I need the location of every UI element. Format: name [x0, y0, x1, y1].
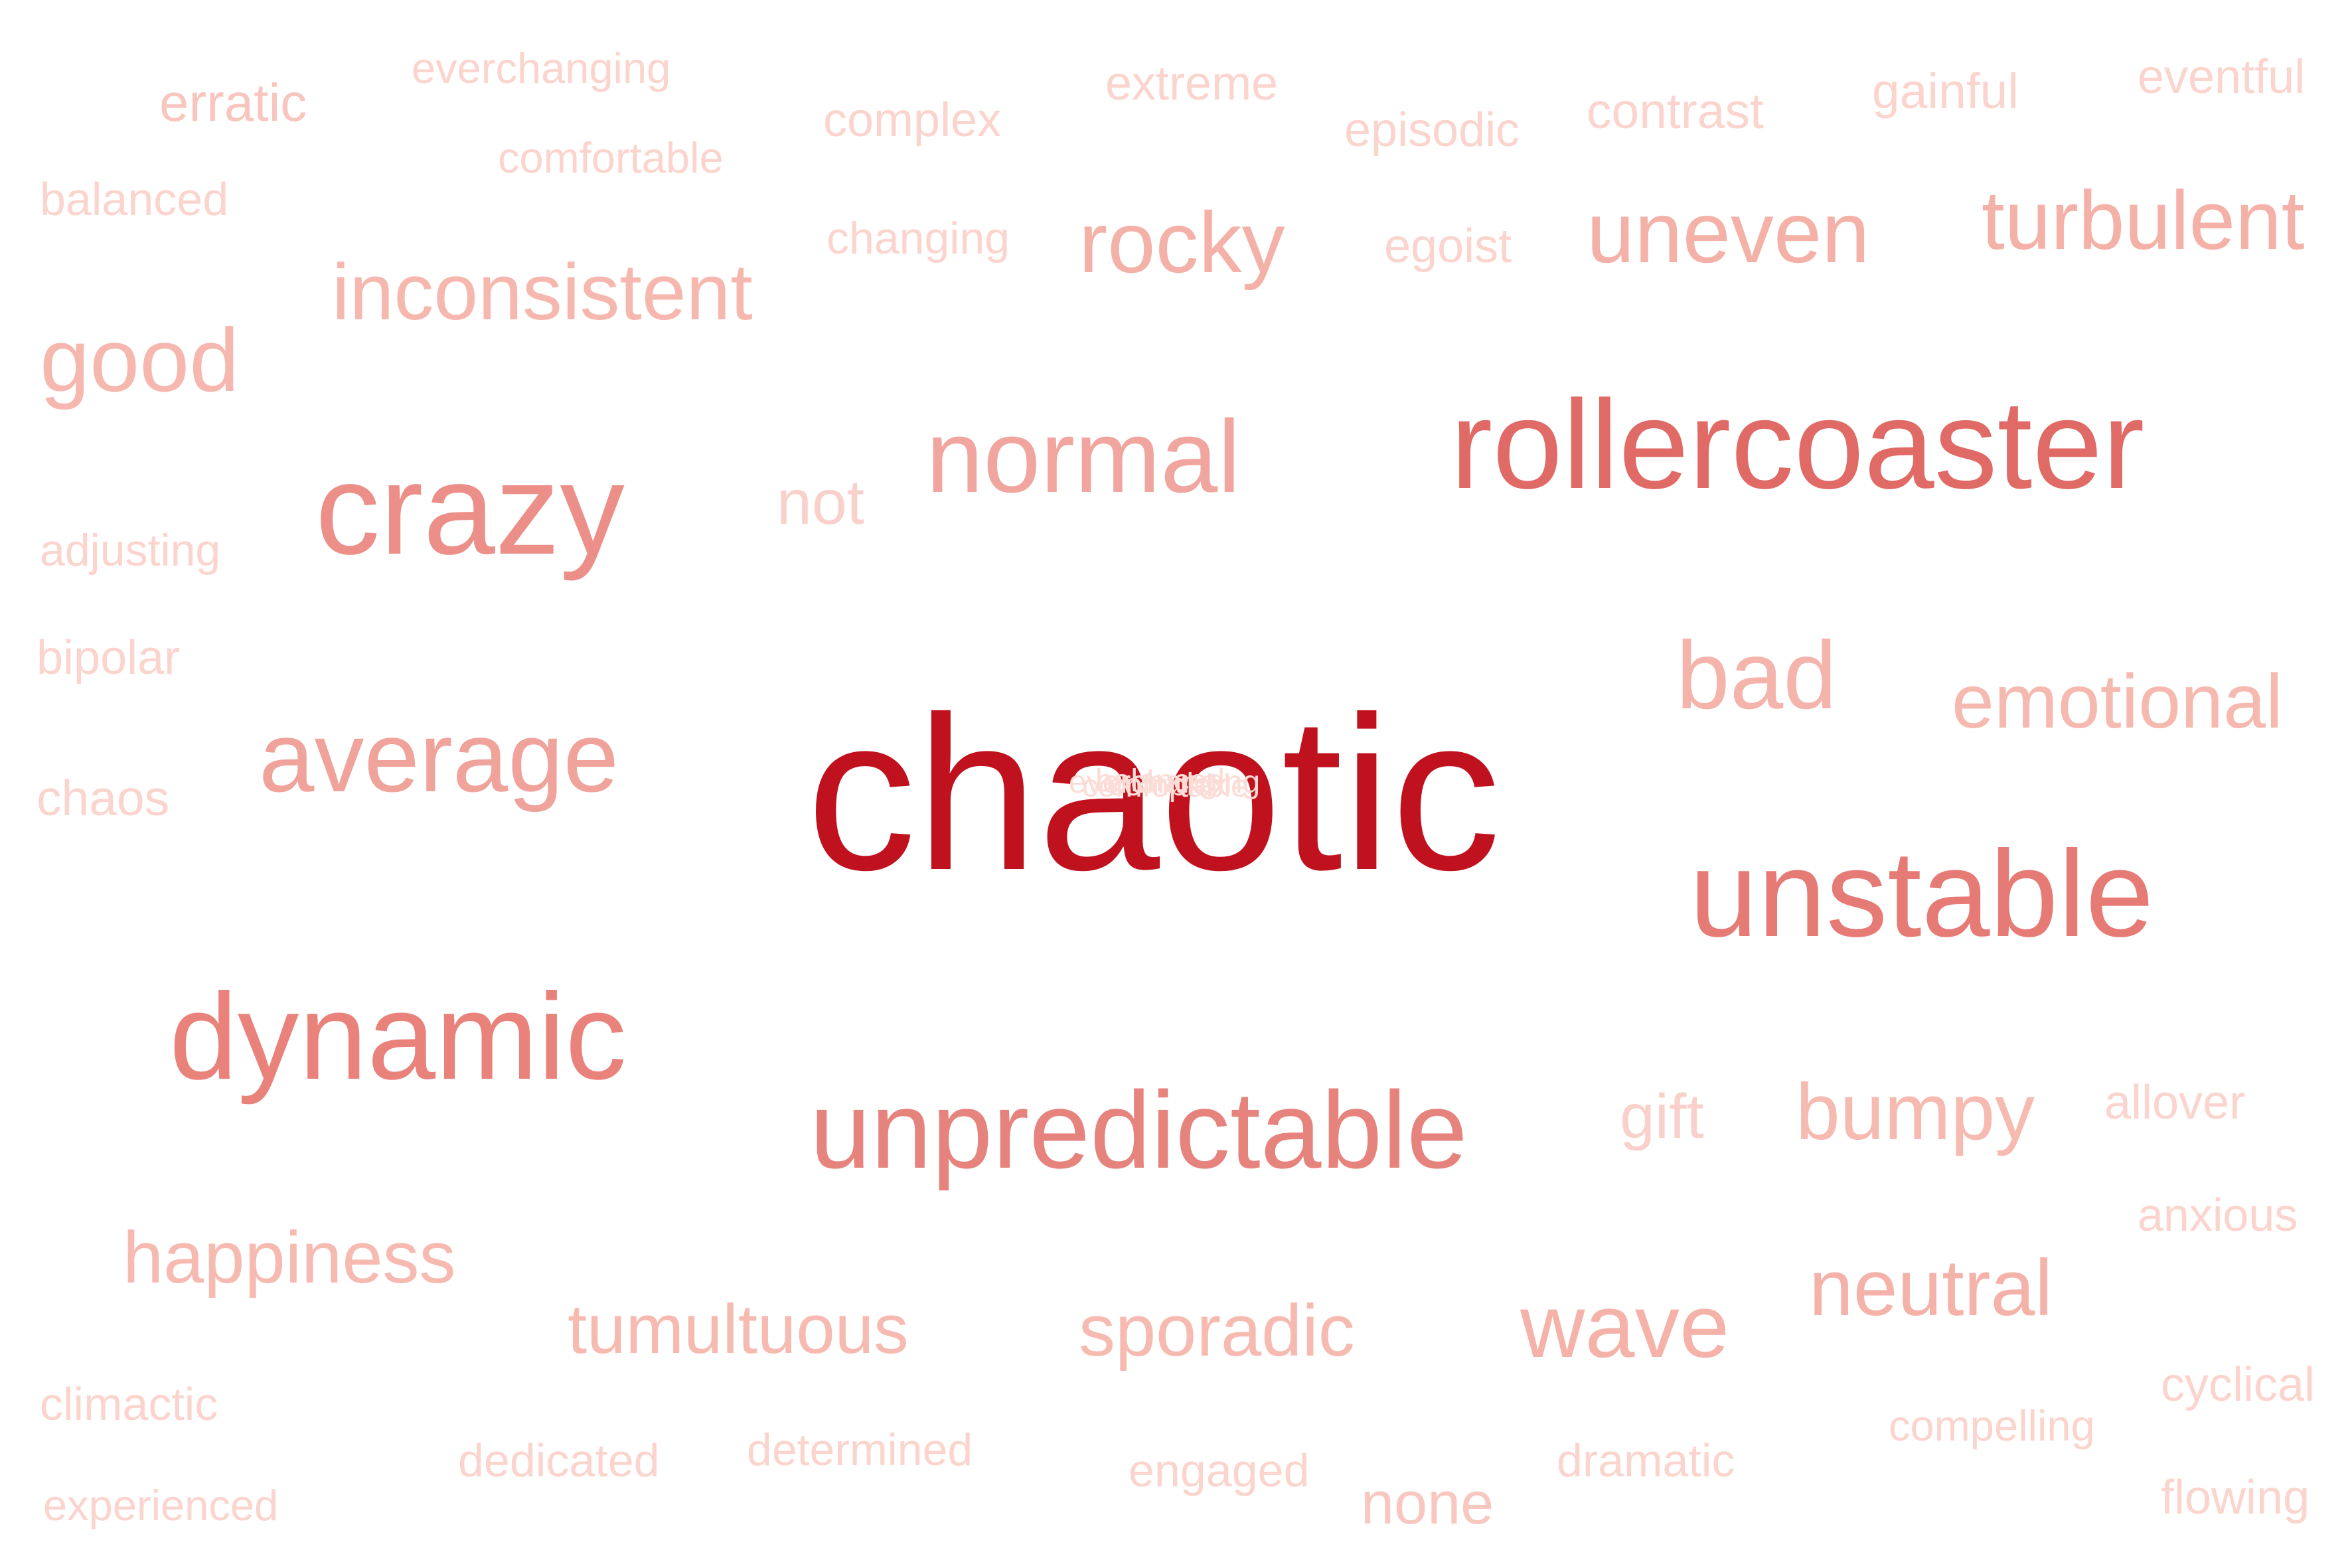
word-unpredictable: unpredictable	[810, 1069, 1468, 1191]
word-chaotic: chaotic	[807, 670, 1501, 915]
word-everchanging: everchanging	[412, 44, 671, 92]
word-gift: gift	[1620, 1081, 1704, 1152]
word-dedicated: dedicated	[458, 1435, 660, 1486]
word-not: not	[777, 467, 865, 538]
word-complex: complex	[823, 94, 1002, 147]
word-gainful: gainful	[1872, 63, 2019, 119]
word-anxious: anxious	[2138, 1189, 2298, 1241]
word-egoist: egoist	[1384, 220, 1512, 273]
word-experienced: experienced	[43, 1481, 279, 1529]
word-allover: allover	[2104, 1076, 2246, 1129]
word-uneven: uneven	[1587, 184, 1870, 281]
word-adjusting: adjusting	[40, 525, 221, 576]
word-determined: determined	[747, 1425, 973, 1475]
word-extreme: extreme	[1105, 57, 1279, 110]
word-chaos: chaos	[37, 770, 170, 826]
word-cyclical: cyclical	[2161, 1358, 2315, 1411]
word-happiness: happiness	[123, 1217, 456, 1298]
word-flowing: flowing	[2161, 1471, 2310, 1524]
word-crazy: crazy	[315, 437, 625, 582]
word-contrast: contrast	[1587, 83, 1764, 139]
word-episodic: episodic	[1344, 104, 1520, 157]
word-unstable: unstable	[1689, 826, 2154, 963]
word-erratic: erratic	[159, 73, 307, 132]
word-bumpy: bumpy	[1796, 1067, 2035, 1156]
word-compelling: compelling	[1889, 1401, 2095, 1450]
word-good: good	[40, 310, 240, 410]
word-rocky: rocky	[1079, 194, 1285, 291]
word-tumultuous: tumultuous	[568, 1291, 909, 1368]
word-balanced: balanced	[40, 173, 229, 225]
overlap-word-everchanging: everchanging	[1069, 767, 1261, 800]
word-dramatic: dramatic	[1557, 1435, 1735, 1486]
word-rollercoaster: rollercoaster	[1450, 374, 2145, 515]
word-wave: wave	[1520, 1276, 1730, 1376]
word-inconsistent: inconsistent	[332, 248, 753, 337]
word-neutral: neutral	[1809, 1243, 2053, 1332]
word-sporadic: sporadic	[1079, 1290, 1355, 1372]
word-comfortable: comfortable	[498, 133, 724, 182]
word-climactic: climactic	[40, 1378, 218, 1430]
word-dynamic: dynamic	[169, 969, 627, 1105]
word-bad: bad	[1676, 621, 1837, 729]
word-turbulent: turbulent	[1982, 175, 2305, 267]
overlapping-small-words: everchanging comfortable balanced comple…	[1069, 767, 1294, 807]
word-none: none	[1361, 1470, 1494, 1537]
word-normal: normal	[926, 399, 1241, 514]
word-emotional: emotional	[1952, 659, 2283, 744]
word-changing: changing	[826, 213, 1010, 264]
overlap-word-balanced: balanced	[1095, 767, 1225, 799]
overlap-word-complex: complex	[1109, 767, 1227, 803]
overlap-word-comfortable: comfortable	[1082, 769, 1249, 804]
word-engaged: engaged	[1129, 1445, 1310, 1496]
word-bipolar: bipolar	[37, 631, 181, 684]
word-average: average	[259, 701, 619, 813]
word-eventful: eventful	[2138, 50, 2306, 104]
